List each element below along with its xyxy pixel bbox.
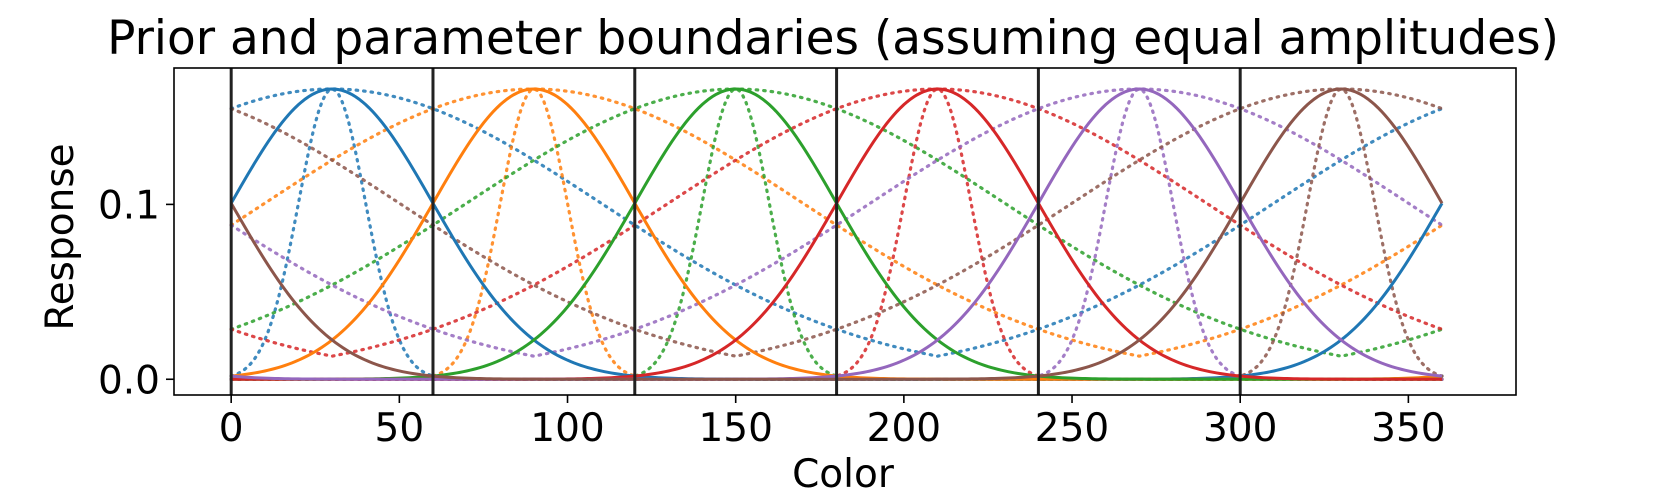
y-tick-label: 0.0 xyxy=(98,358,160,403)
plot-frame xyxy=(173,67,1517,396)
plot-area xyxy=(229,68,1444,395)
x-tick-label: 300 xyxy=(1203,406,1277,451)
y-axis-label: Response xyxy=(38,143,83,330)
x-tick-label: 100 xyxy=(530,406,604,451)
x-axis-label: Color xyxy=(792,452,895,497)
chart-title: Prior and parameter boundaries (assuming… xyxy=(107,11,1559,66)
x-tick-label: 150 xyxy=(698,406,772,451)
y-tick-label: 0.1 xyxy=(98,183,160,228)
x-tick-label: 0 xyxy=(219,406,244,451)
x-tick-label: 250 xyxy=(1035,406,1109,451)
x-tick-label: 350 xyxy=(1371,406,1445,451)
x-tick-label: 50 xyxy=(375,406,425,451)
x-tick-label: 200 xyxy=(867,406,941,451)
axes: 0 50 100 150 200 250 300 350 0.0 0.1 xyxy=(98,67,1517,451)
